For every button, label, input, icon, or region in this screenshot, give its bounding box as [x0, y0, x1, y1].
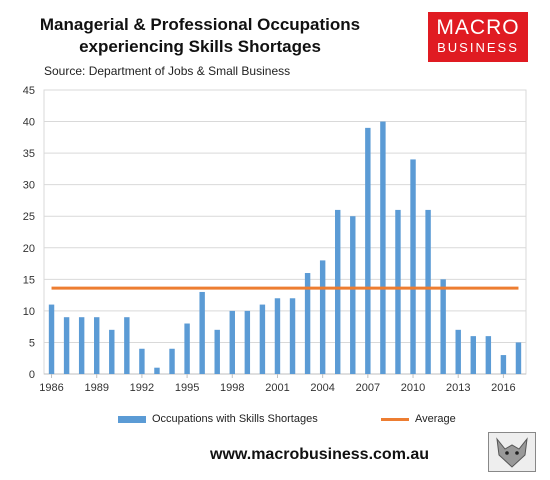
bar-2017: [515, 342, 522, 374]
bar-2000: [259, 304, 266, 374]
y-tick-label: 0: [29, 369, 35, 381]
bar-2006: [350, 216, 356, 374]
bar-1999: [244, 310, 251, 374]
bar-2008: [380, 121, 386, 374]
bar-2011: [425, 209, 431, 374]
legend-swatch-average: [381, 417, 409, 421]
bar-1998: [229, 310, 235, 374]
x-tick-label: 1998: [220, 382, 244, 394]
bar-2004: [319, 260, 326, 374]
bar-2007: [365, 127, 371, 374]
x-tick-label: 2010: [401, 382, 425, 394]
legend-item-average: Average: [381, 413, 456, 425]
bar-2002: [289, 298, 296, 374]
x-tick-label: 2016: [491, 382, 515, 394]
chart-title: Managerial & Professional Occupations ex…: [0, 14, 400, 58]
y-tick-label: 10: [23, 306, 35, 318]
wolf-icon: [496, 437, 528, 468]
x-tick-label: 1986: [39, 382, 63, 394]
bar-2010: [410, 159, 416, 374]
x-tick-label: 1992: [130, 382, 154, 394]
y-tick-label: 45: [23, 85, 35, 97]
chart-title-line1: Managerial & Professional Occupations: [39, 15, 361, 34]
bar-2001: [274, 298, 281, 374]
bar-1987: [63, 317, 70, 374]
y-tick-label: 35: [23, 148, 35, 160]
chart-source: Source: Department of Jobs & Small Busin…: [44, 64, 291, 78]
y-tick-label: 15: [23, 274, 35, 286]
bar-1995: [184, 323, 190, 374]
bar-2015: [485, 336, 492, 374]
x-tick-label: 2007: [356, 382, 380, 394]
legend-label-bars: Occupations with Skills Shortages: [152, 413, 318, 425]
bar-1988: [78, 317, 85, 374]
bar-1986: [48, 304, 55, 374]
y-tick-label: 20: [23, 243, 35, 255]
chart-title-line2: experiencing Skills Shortages: [79, 37, 321, 56]
bar-1990: [109, 329, 115, 374]
logo-line1: MACRO: [436, 16, 520, 39]
bar-1997: [214, 329, 220, 374]
bar-2016: [500, 355, 507, 374]
bar-1993: [154, 367, 160, 374]
y-tick-label: 5: [29, 337, 35, 349]
bar-1991: [124, 317, 130, 374]
bar-2014: [470, 336, 476, 374]
x-tick-label: 2004: [310, 382, 334, 394]
bar-1989: [94, 317, 100, 374]
macrobusiness-logo: MACRO BUSINESS: [428, 12, 528, 62]
y-tick-label: 30: [23, 180, 35, 192]
y-tick-label: 25: [23, 211, 35, 223]
y-tick-label: 40: [23, 117, 35, 129]
x-tick-label: 2013: [446, 382, 470, 394]
legend-item-bars: Occupations with Skills Shortages: [118, 413, 318, 425]
bar-1996: [199, 291, 205, 374]
bar-2012: [440, 279, 446, 374]
bar-2003: [304, 273, 311, 374]
bar-1994: [169, 348, 175, 374]
bar-2005: [335, 209, 341, 374]
legend-label-average: Average: [415, 413, 456, 425]
bar-2013: [455, 329, 461, 374]
footer-url: www.macrobusiness.com.au: [210, 446, 430, 463]
x-tick-label: 2001: [265, 382, 289, 394]
bar-chart: 0 5 10 15 20 25 30 35 40 45 1986 1989 1992 1995 1998 20…: [23, 85, 527, 394]
logo-line2: BUSINESS: [437, 40, 519, 55]
x-tick-label: 1995: [175, 382, 199, 394]
bar-2009: [395, 209, 401, 374]
bar-1992: [139, 348, 145, 374]
wolf-logo: [488, 432, 536, 472]
plot-area: [43, 89, 527, 375]
x-tick-label: 1989: [84, 382, 108, 394]
legend-swatch-bars: [118, 415, 146, 423]
